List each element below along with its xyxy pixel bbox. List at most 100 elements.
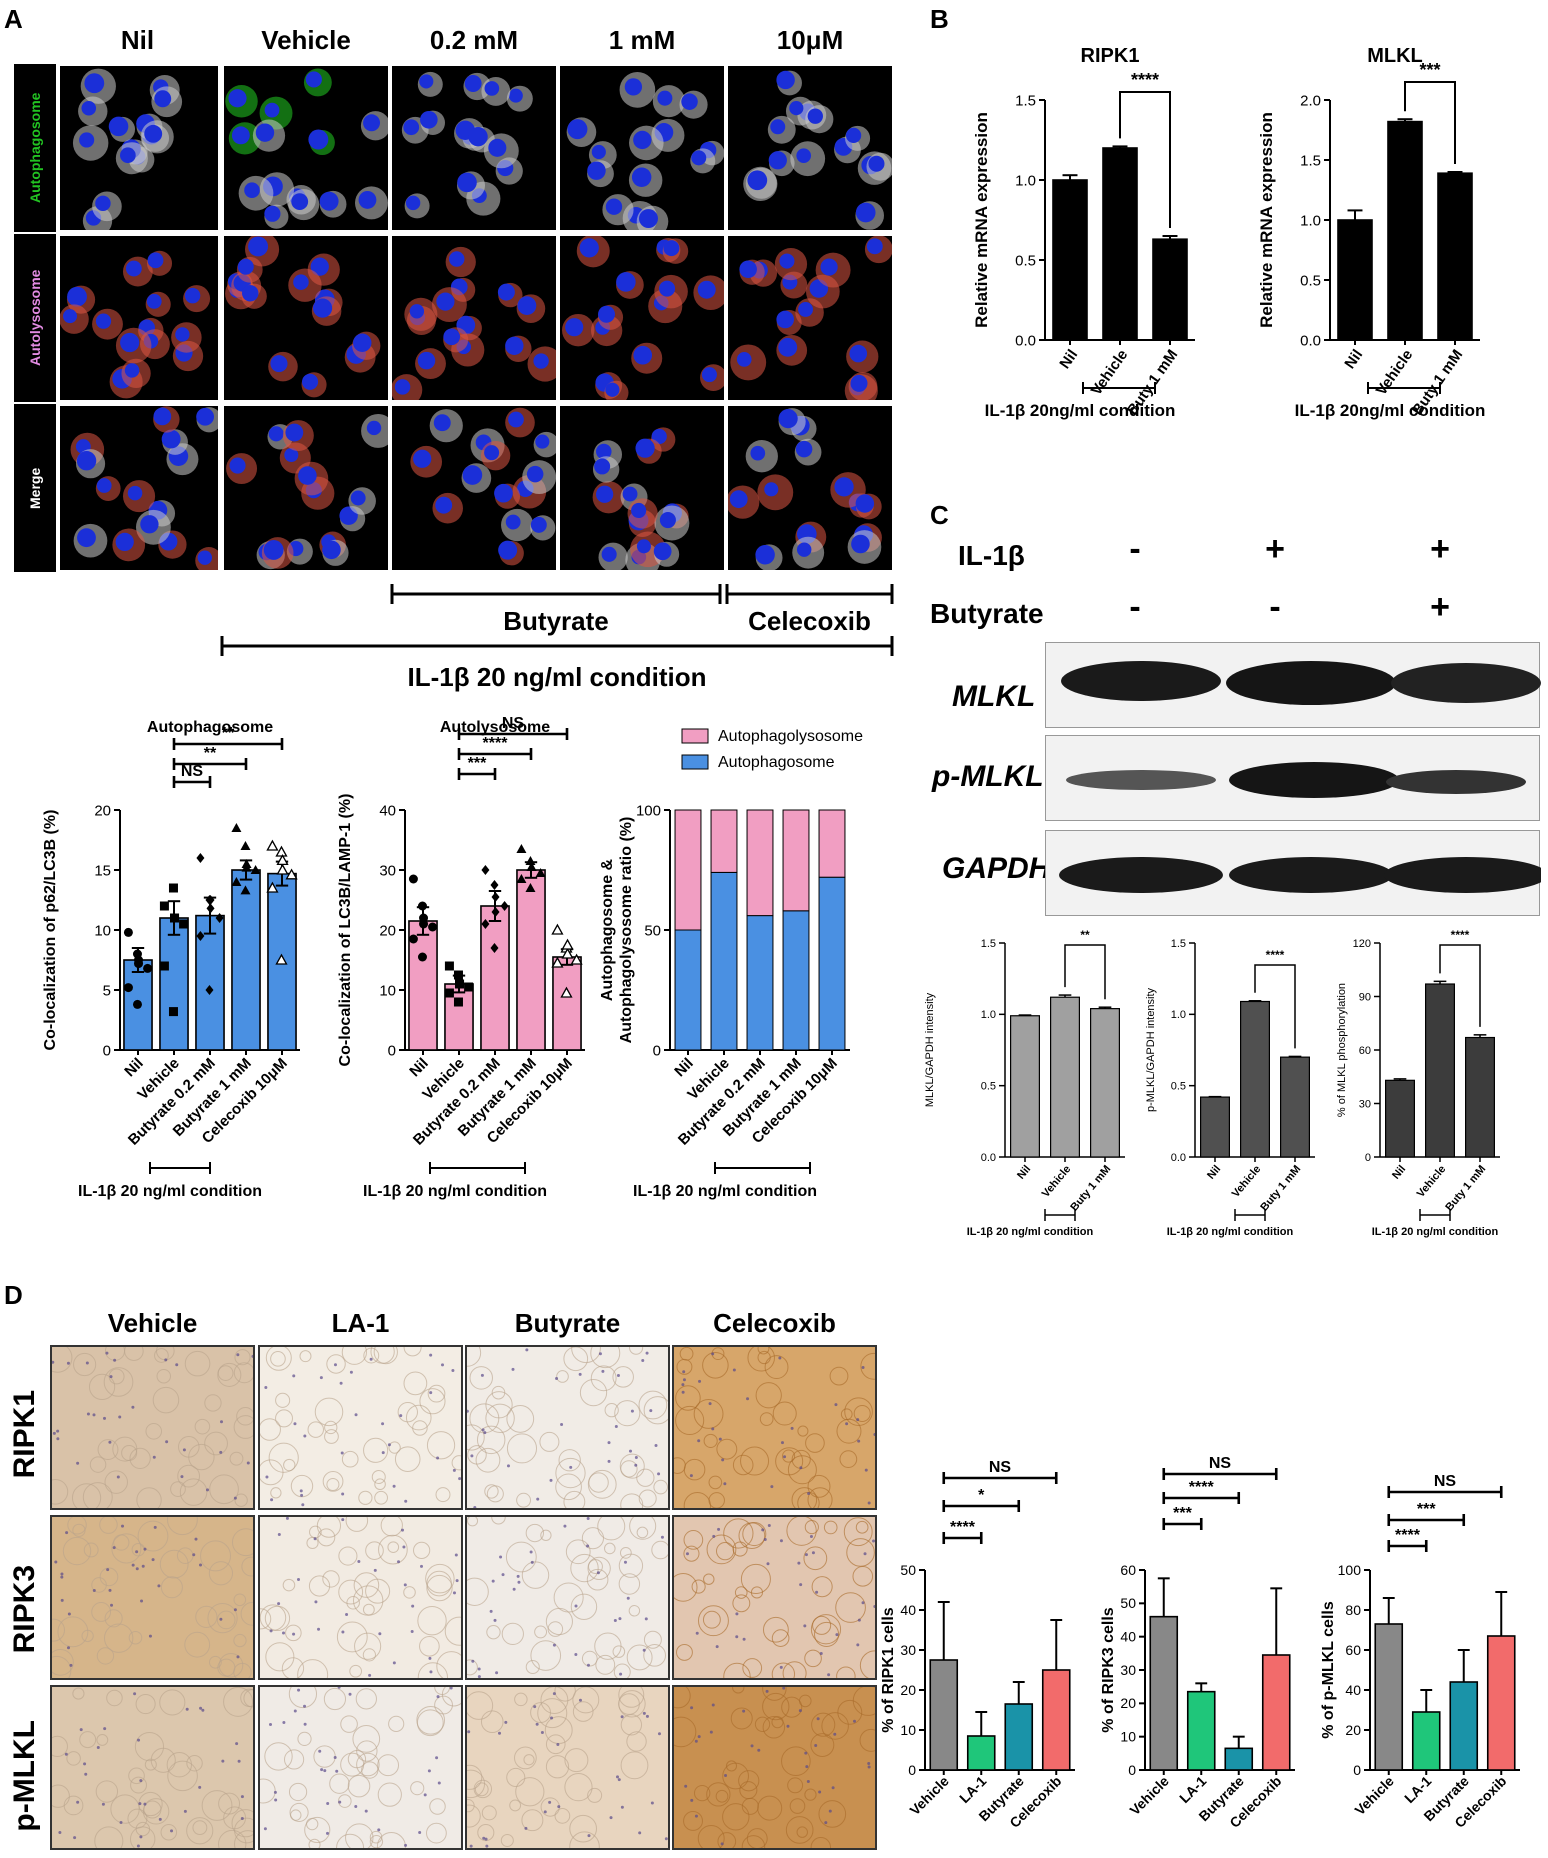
ihc-cell	[475, 1447, 501, 1473]
ihc-nucleus	[852, 1719, 856, 1723]
cell-nucleus	[124, 363, 140, 378]
ihc-nucleus	[354, 1805, 358, 1809]
band	[1059, 857, 1223, 893]
condition-label: IL-1β 20ng/ml condition	[985, 401, 1176, 420]
ihc-nucleus	[399, 1414, 403, 1418]
ihc-cell	[638, 1390, 668, 1420]
cell-nucleus	[435, 496, 453, 514]
ihc-cell	[352, 1585, 384, 1616]
data-point	[123, 983, 133, 993]
ihc-nucleus	[58, 1831, 62, 1835]
ihc-cell	[781, 1746, 811, 1777]
cell-nucleus	[633, 345, 653, 365]
band	[1229, 762, 1399, 798]
cell-nucleus	[140, 515, 159, 534]
ihc-cell	[223, 1686, 254, 1717]
ihc-nucleus	[482, 1836, 486, 1840]
ihc-nucleus	[293, 1709, 297, 1713]
ihc-cell	[369, 1830, 383, 1844]
ihc-nucleus	[660, 1535, 664, 1539]
ihc-nucleus	[338, 1800, 342, 1804]
cell-nucleus	[605, 382, 620, 397]
ihc-nucleus	[628, 1449, 632, 1453]
ihc-nucleus	[563, 1524, 567, 1528]
cell-nucleus	[659, 280, 676, 297]
y-tick-label: 100	[636, 802, 661, 819]
ihc-nucleus	[301, 1503, 305, 1507]
significance-label: ***	[1419, 60, 1440, 80]
ihc-cell	[166, 1752, 192, 1778]
ihc-nucleus	[634, 1456, 638, 1460]
ihc-nucleus	[264, 1385, 268, 1389]
ihc-cell	[403, 1338, 422, 1357]
data-point	[285, 868, 298, 880]
ihc-nucleus	[300, 1493, 304, 1497]
ihc-cell	[128, 1767, 145, 1785]
ihc-nucleus	[835, 1633, 839, 1637]
ihc-cell	[618, 1553, 644, 1578]
ihc-cell	[322, 1570, 340, 1588]
butyrate-sign-1: -	[1129, 588, 1141, 626]
ihc-cell	[771, 1629, 790, 1647]
butyrate-sign-3: +	[1430, 588, 1450, 626]
ihc-nucleus	[867, 1762, 871, 1766]
y-tick-label: 60	[1120, 1562, 1136, 1578]
ihc-cell	[835, 1592, 866, 1623]
bar	[1465, 1036, 1496, 1158]
ihc-nucleus	[634, 1463, 638, 1467]
ihc-cell	[417, 1606, 447, 1636]
cell-nucleus	[308, 129, 329, 150]
ihc-nucleus	[798, 1709, 802, 1713]
ihc-cell	[177, 1436, 200, 1458]
ihc-cell	[377, 1782, 402, 1807]
ihc-nucleus	[340, 1451, 344, 1455]
ihc-nucleus	[491, 1579, 495, 1583]
ihc-cell	[397, 1401, 418, 1423]
bar	[1387, 120, 1423, 341]
bar	[1261, 1654, 1291, 1771]
ihc-cell	[618, 1690, 646, 1718]
ihc-nucleus	[92, 1588, 96, 1592]
cell-nucleus	[95, 313, 112, 329]
cell-nucleus	[175, 327, 190, 342]
ihc-nucleus	[512, 1587, 516, 1591]
ihc-cell	[781, 1696, 803, 1718]
ihc-cell	[200, 1540, 232, 1572]
ihc-cell	[136, 1487, 162, 1513]
ihc-nucleus	[721, 1458, 725, 1462]
ihc-cell	[739, 1781, 758, 1800]
cell-nucleus	[498, 540, 518, 560]
data-point	[417, 952, 427, 962]
ihc-nucleus	[419, 1564, 423, 1568]
y-tick-label: 0	[388, 1042, 396, 1059]
ihc-cell	[506, 1767, 526, 1788]
ihc-nucleus	[164, 1358, 168, 1362]
ihc-cell	[184, 1631, 211, 1658]
cell-nucleus	[579, 238, 599, 258]
ihc-cell	[46, 1784, 70, 1808]
bar	[1449, 1681, 1479, 1771]
data-point	[516, 874, 527, 883]
ihc-cell	[416, 1705, 446, 1735]
ihc-nucleus	[151, 1558, 155, 1562]
ihc-cell	[106, 1689, 123, 1707]
ihc-cell	[723, 1518, 754, 1549]
butyrate-sign-2: -	[1269, 588, 1281, 626]
ihc-nucleus	[782, 1686, 786, 1690]
x-tick-label: Vehicle	[1230, 1163, 1264, 1200]
ihc-nucleus	[423, 1793, 427, 1797]
ihc-cell	[233, 1593, 247, 1607]
ihc-cell	[179, 1478, 208, 1506]
band	[1391, 663, 1541, 703]
cell-nucleus	[657, 90, 673, 106]
ihc-cell	[775, 1447, 804, 1476]
ihc-cell	[540, 1529, 552, 1541]
ihc-cell	[317, 1528, 336, 1547]
bar-autophagolysosome	[746, 809, 774, 917]
ihc-cell	[636, 1468, 655, 1487]
ihc-cell	[782, 1449, 796, 1463]
significance-label: NS	[1434, 1473, 1457, 1490]
ihc-nucleus	[183, 1809, 187, 1813]
ihc-cell	[91, 1602, 112, 1622]
